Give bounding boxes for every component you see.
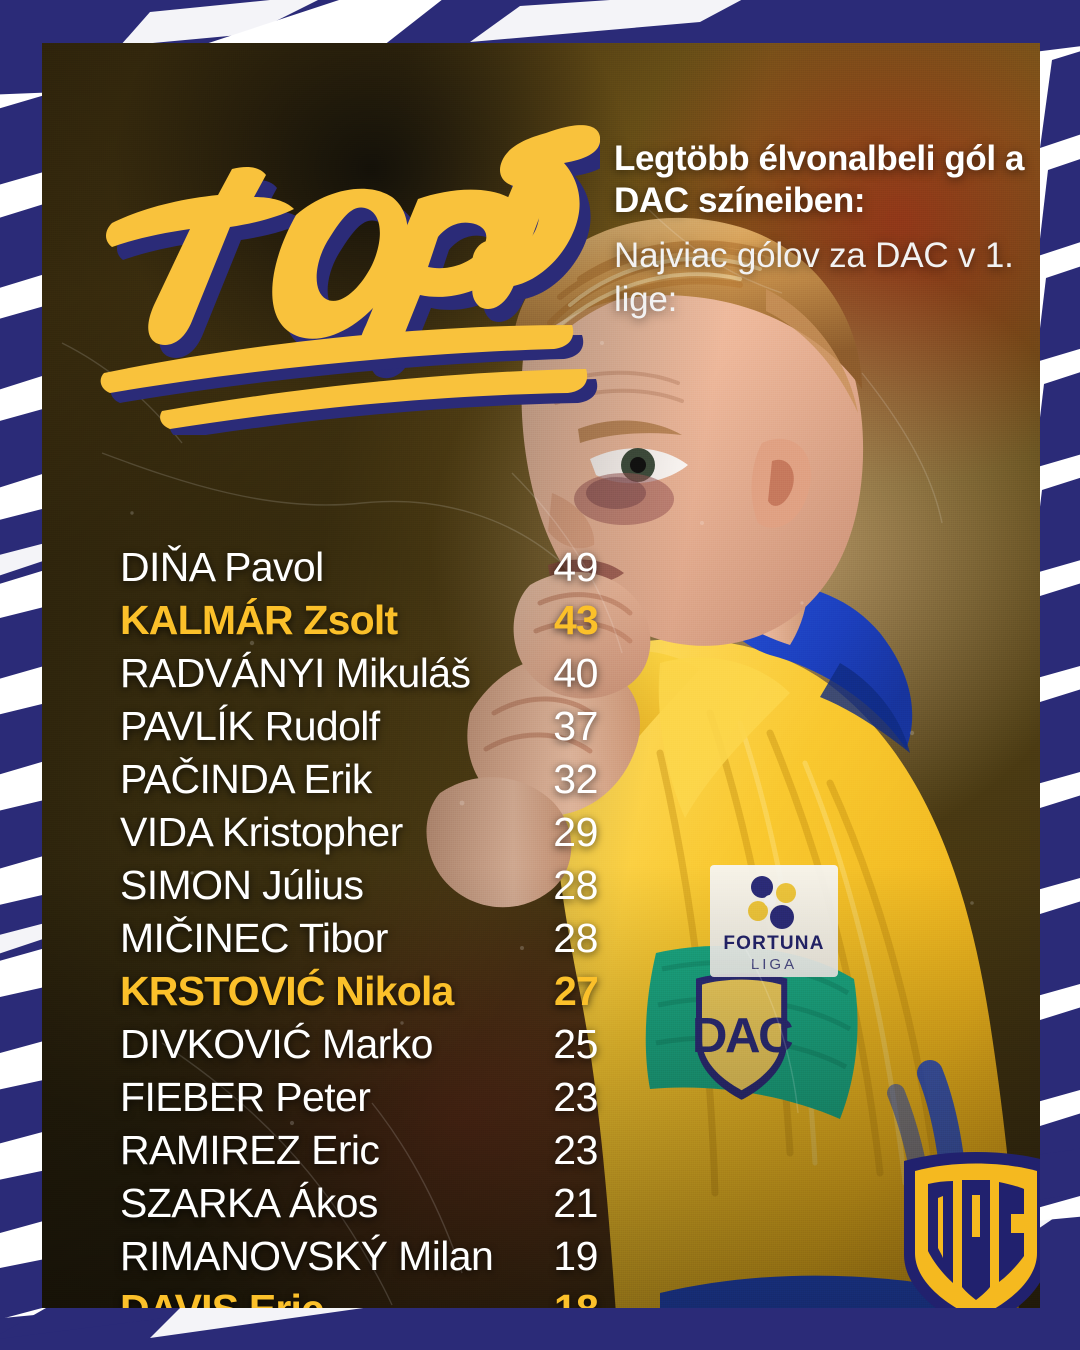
top15-wordmark bbox=[100, 125, 600, 435]
ranking-row: SIMON Július 28 bbox=[120, 859, 598, 912]
ranking-row: RAMIREZ Eric 23 bbox=[120, 1124, 598, 1177]
player-goals: 49 bbox=[553, 544, 598, 590]
player-goals: 28 bbox=[553, 862, 598, 908]
player-name: DIVKOVIĆ Marko bbox=[120, 1021, 433, 1067]
dac-club-crest: DAC bbox=[904, 1152, 1040, 1308]
player-name: KALMÁR Zsolt bbox=[120, 597, 398, 643]
player-goals: 25 bbox=[553, 1021, 598, 1067]
player-name: DAVIS Eric bbox=[120, 1283, 324, 1308]
ranking-row: DIVKOVIĆ Marko 25 bbox=[120, 1018, 598, 1071]
player-name: RAMIREZ Eric bbox=[120, 1127, 380, 1173]
player-name: RADVÁNYI Mikuláš bbox=[120, 650, 471, 696]
player-name: RIMANOVSKÝ Milan bbox=[120, 1233, 494, 1279]
ranking-row: FIEBER Peter 23 bbox=[120, 1071, 598, 1124]
player-goals: 43 bbox=[553, 597, 599, 643]
player-goals: 28 bbox=[553, 915, 598, 961]
player-goals: 32 bbox=[553, 756, 598, 802]
heading-hungarian: Legtöbb élvonalbeli gól a DAC színeiben: bbox=[614, 139, 1025, 220]
player-goals: 21 bbox=[553, 1180, 598, 1226]
player-goals: 18 bbox=[532, 1283, 599, 1308]
heading-slovak: Najviac gólov za DAC v 1. lige: bbox=[614, 236, 1014, 319]
player-goals: 23 bbox=[553, 1074, 598, 1120]
ranking-row: PAVLÍK Rudolf 37 bbox=[120, 700, 598, 753]
ranking-row: RADVÁNYI Mikuláš 40 bbox=[120, 647, 598, 700]
scratch-overlay bbox=[61, 202, 974, 1306]
player-name: FIEBER Peter bbox=[120, 1074, 371, 1120]
heading-block: Legtöbb élvonalbeli gól a DAC színeiben:… bbox=[614, 138, 1040, 322]
ranking-row: DIŇA Pavol 49 bbox=[120, 541, 598, 594]
player-name: DIŇA Pavol bbox=[120, 544, 324, 590]
ranking-row: PAČINDA Erik 32 bbox=[120, 753, 598, 806]
player-goals: 40 bbox=[553, 650, 598, 696]
player-goals: 29 bbox=[553, 809, 598, 855]
player-name: VIDA Kristopher bbox=[120, 809, 403, 855]
player-goals: 27 bbox=[553, 968, 599, 1014]
ranking-row: DAVIS Eric 18 bbox=[120, 1283, 599, 1308]
player-name: PAVLÍK Rudolf bbox=[120, 703, 380, 749]
ranking-row: KALMÁR Zsolt 43 bbox=[120, 594, 599, 647]
ranking-row: SZARKA Ákos 21 bbox=[120, 1177, 598, 1230]
poster-card: DAC FORTUNA LIGA bbox=[42, 43, 1040, 1308]
ranking-row: RIMANOVSKÝ Milan 19 bbox=[120, 1230, 598, 1283]
ranking-row: KRSTOVIĆ Nikola 27 bbox=[120, 965, 599, 1018]
ranking-list: DIŇA Pavol 49 KALMÁR Zsolt 43 RADVÁNYI Mikul… bbox=[120, 541, 599, 1308]
player-name: SZARKA Ákos bbox=[120, 1180, 378, 1226]
player-name: PAČINDA Erik bbox=[120, 756, 372, 802]
player-goals: 37 bbox=[553, 703, 598, 749]
player-goals: 23 bbox=[553, 1127, 598, 1173]
player-name: MIČINEC Tibor bbox=[120, 915, 388, 961]
player-name: SIMON Július bbox=[120, 862, 364, 908]
ranking-row: MIČINEC Tibor 28 bbox=[120, 912, 598, 965]
player-name: KRSTOVIĆ Nikola bbox=[120, 968, 454, 1014]
ranking-row: VIDA Kristopher 29 bbox=[120, 806, 598, 859]
player-goals: 19 bbox=[553, 1233, 598, 1279]
